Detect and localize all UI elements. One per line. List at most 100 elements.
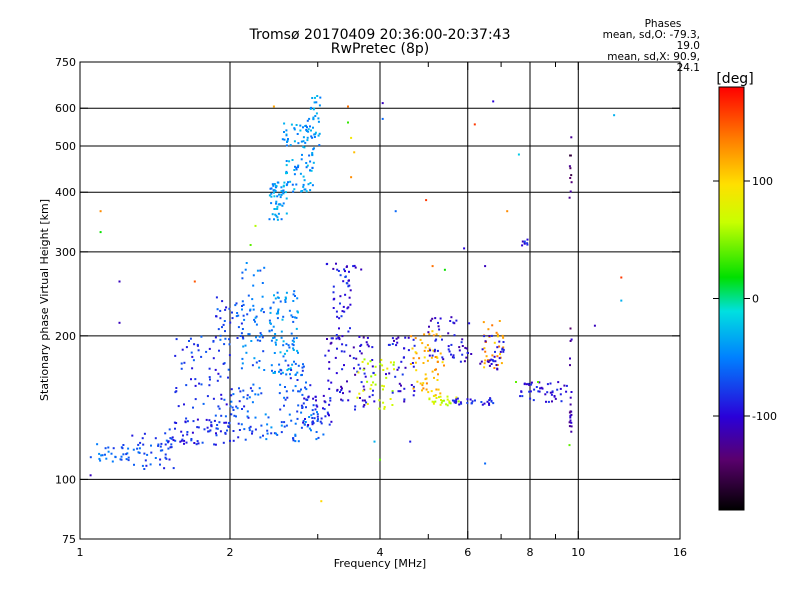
- data-point: [515, 381, 517, 383]
- data-point: [488, 402, 490, 405]
- data-point: [490, 358, 493, 361]
- data-point: [233, 414, 236, 417]
- data-point: [441, 399, 444, 402]
- data-point: [296, 133, 299, 135]
- data-point: [239, 335, 242, 337]
- data-point: [294, 373, 297, 376]
- data-point: [316, 413, 319, 416]
- data-point: [303, 146, 306, 149]
- data-point: [443, 268, 446, 271]
- data-point: [100, 454, 103, 457]
- data-point: [569, 396, 572, 399]
- data-point: [229, 405, 232, 408]
- data-point: [338, 337, 341, 339]
- data-point: [319, 420, 322, 423]
- data-point: [354, 408, 356, 411]
- data-point: [352, 265, 355, 268]
- data-point: [181, 438, 184, 441]
- data-point: [251, 298, 254, 301]
- data-point: [350, 136, 353, 139]
- data-point: [274, 190, 277, 193]
- data-point: [412, 387, 415, 390]
- data-point: [529, 390, 532, 393]
- data-point: [272, 372, 275, 374]
- data-point: [229, 321, 232, 324]
- data-point: [279, 408, 282, 411]
- data-point: [282, 202, 285, 205]
- data-point: [273, 352, 276, 354]
- data-point: [502, 341, 505, 343]
- data-point: [143, 432, 146, 435]
- data-point: [366, 336, 369, 339]
- data-point: [210, 424, 213, 427]
- data-point: [438, 396, 440, 399]
- data-point: [292, 320, 295, 323]
- data-point: [278, 193, 280, 196]
- data-point: [496, 367, 499, 370]
- data-point: [440, 399, 442, 401]
- data-point: [328, 423, 331, 426]
- data-point: [395, 344, 398, 347]
- data-point: [223, 398, 226, 401]
- data-point: [313, 101, 316, 104]
- data-point: [254, 320, 256, 323]
- data-point: [463, 360, 466, 363]
- data-point: [165, 457, 168, 460]
- data-point: [568, 444, 571, 447]
- data-point: [328, 403, 331, 406]
- data-point: [318, 132, 321, 135]
- data-point: [311, 423, 314, 426]
- data-point: [449, 402, 452, 405]
- data-point: [261, 336, 264, 339]
- data-point: [463, 247, 466, 250]
- data-point: [281, 318, 284, 321]
- data-point: [314, 115, 317, 117]
- data-point: [309, 189, 312, 192]
- data-point: [530, 381, 533, 384]
- data-point: [309, 160, 312, 163]
- data-point: [372, 381, 374, 384]
- data-point: [569, 416, 572, 419]
- data-point: [219, 334, 222, 337]
- data-point: [437, 373, 439, 376]
- data-point: [439, 395, 442, 398]
- data-point: [300, 426, 303, 429]
- data-point: [271, 183, 274, 186]
- data-point: [196, 418, 199, 421]
- data-point: [174, 439, 177, 442]
- data-point: [251, 430, 254, 433]
- data-point: [297, 364, 300, 367]
- y-tick-label: 100: [55, 473, 76, 486]
- data-point: [466, 401, 469, 404]
- data-point: [412, 357, 415, 360]
- data-point: [248, 427, 251, 429]
- data-point: [223, 343, 226, 346]
- data-point: [294, 362, 297, 365]
- data-point: [96, 443, 99, 446]
- data-point: [362, 389, 365, 392]
- data-point: [447, 348, 450, 351]
- data-point: [250, 340, 253, 342]
- data-point: [196, 426, 199, 429]
- data-point: [415, 369, 418, 372]
- data-point: [331, 337, 334, 340]
- data-point: [358, 335, 361, 338]
- data-point: [521, 395, 524, 398]
- data-point: [208, 347, 211, 350]
- data-point: [428, 398, 431, 401]
- data-point: [236, 312, 239, 314]
- data-point: [275, 208, 278, 210]
- data-point: [295, 124, 298, 126]
- data-point: [252, 308, 255, 311]
- data-point: [532, 399, 535, 402]
- data-point: [261, 295, 264, 298]
- data-point: [197, 349, 200, 352]
- data-point: [143, 468, 146, 470]
- data-point: [177, 405, 180, 408]
- data-point: [371, 346, 374, 349]
- data-point: [186, 433, 189, 436]
- data-point: [285, 164, 288, 167]
- data-point: [308, 427, 311, 430]
- data-point: [523, 240, 526, 243]
- data-point: [164, 443, 167, 446]
